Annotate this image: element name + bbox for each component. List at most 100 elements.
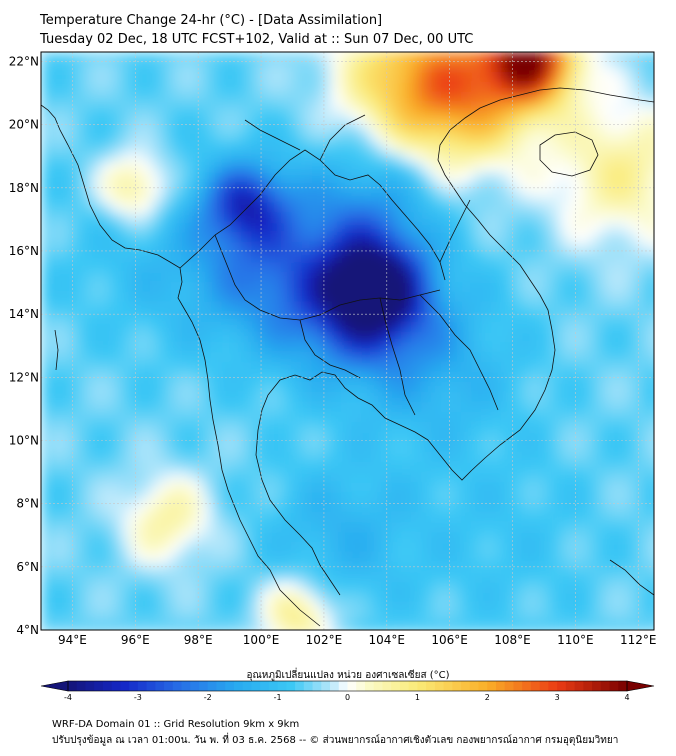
- field-cell: [341, 562, 352, 573]
- field-cell: [441, 202, 452, 213]
- field-cell: [151, 422, 162, 433]
- field-cell: [221, 502, 232, 513]
- field-cell: [211, 312, 222, 323]
- field-cell: [411, 92, 422, 103]
- field-cell: [401, 542, 412, 553]
- field-cell: [51, 392, 62, 403]
- field-cell: [251, 312, 262, 323]
- field-cell: [501, 292, 512, 303]
- field-cell: [411, 312, 422, 323]
- field-cell: [371, 452, 382, 463]
- field-cell: [111, 442, 122, 453]
- field-cell: [541, 52, 552, 63]
- field-cell: [351, 542, 362, 553]
- field-cell: [461, 442, 472, 453]
- field-cell: [631, 252, 642, 263]
- field-cell: [71, 302, 82, 313]
- field-cell: [121, 262, 132, 273]
- field-cell: [571, 72, 582, 83]
- field-cell: [81, 592, 92, 603]
- field-cell: [281, 392, 292, 403]
- field-cell: [591, 492, 602, 503]
- field-cell: [221, 282, 232, 293]
- field-cell: [421, 132, 432, 143]
- field-cell: [451, 72, 462, 83]
- field-cell: [571, 232, 582, 243]
- field-cell: [561, 352, 572, 363]
- field-cell: [411, 372, 422, 383]
- field-cell: [551, 602, 562, 613]
- field-cell: [651, 222, 654, 233]
- field-cell: [131, 172, 142, 183]
- field-cell: [631, 352, 642, 363]
- field-cell: [101, 462, 112, 473]
- field-cell: [81, 482, 92, 493]
- field-cell: [531, 532, 542, 543]
- field-cell: [421, 572, 432, 583]
- field-cell: [71, 342, 82, 353]
- field-cell: [81, 222, 92, 233]
- field-cell: [51, 562, 62, 573]
- field-cell: [281, 272, 292, 283]
- field-cell: [561, 292, 572, 303]
- field-cell: [61, 602, 72, 613]
- field-cell: [301, 212, 312, 223]
- field-cell: [81, 282, 92, 293]
- field-cell: [71, 242, 82, 253]
- field-cell: [91, 202, 102, 213]
- field-cell: [481, 312, 492, 323]
- field-cell: [261, 322, 272, 333]
- field-cell: [351, 572, 362, 583]
- field-cell: [351, 462, 362, 473]
- field-cell: [41, 142, 52, 153]
- field-cell: [551, 472, 562, 483]
- field-cell: [461, 212, 472, 223]
- field-cell: [441, 432, 452, 443]
- field-cell: [211, 282, 222, 293]
- field-cell: [341, 492, 352, 503]
- field-cell: [171, 232, 182, 243]
- field-cell: [421, 262, 432, 273]
- field-cell: [571, 322, 582, 333]
- field-cell: [581, 152, 592, 163]
- field-cell: [521, 542, 532, 553]
- field-cell: [341, 212, 352, 223]
- field-cell: [141, 622, 152, 630]
- field-cell: [231, 602, 242, 613]
- field-cell: [281, 82, 292, 93]
- field-cell: [641, 492, 652, 503]
- field-cell: [51, 532, 62, 543]
- field-cell: [541, 312, 552, 323]
- field-cell: [241, 62, 252, 73]
- field-cell: [601, 482, 612, 493]
- field-cell: [41, 532, 52, 543]
- field-cell: [441, 152, 452, 163]
- field-cell: [311, 622, 322, 630]
- field-cell: [441, 492, 452, 503]
- field-cell: [181, 562, 192, 573]
- field-cell: [91, 132, 102, 143]
- field-cell: [121, 222, 132, 233]
- field-cell: [311, 322, 322, 333]
- field-cell: [201, 412, 212, 423]
- field-cell: [401, 322, 412, 333]
- field-cell: [171, 332, 182, 343]
- field-cell: [421, 152, 432, 163]
- field-cell: [601, 112, 612, 123]
- field-cell: [551, 232, 562, 243]
- colorbar-segment: [321, 681, 331, 691]
- field-cell: [641, 122, 652, 133]
- field-cell: [281, 472, 292, 483]
- field-cell: [51, 482, 62, 493]
- field-cell: [51, 522, 62, 533]
- field-cell: [41, 592, 52, 603]
- field-cell: [581, 182, 592, 193]
- field-cell: [291, 142, 302, 153]
- field-cell: [171, 512, 182, 523]
- field-cell: [411, 482, 422, 493]
- field-cell: [411, 612, 422, 623]
- field-cell: [121, 92, 132, 103]
- field-cell: [411, 412, 422, 423]
- field-cell: [331, 392, 342, 403]
- field-cell: [111, 52, 122, 63]
